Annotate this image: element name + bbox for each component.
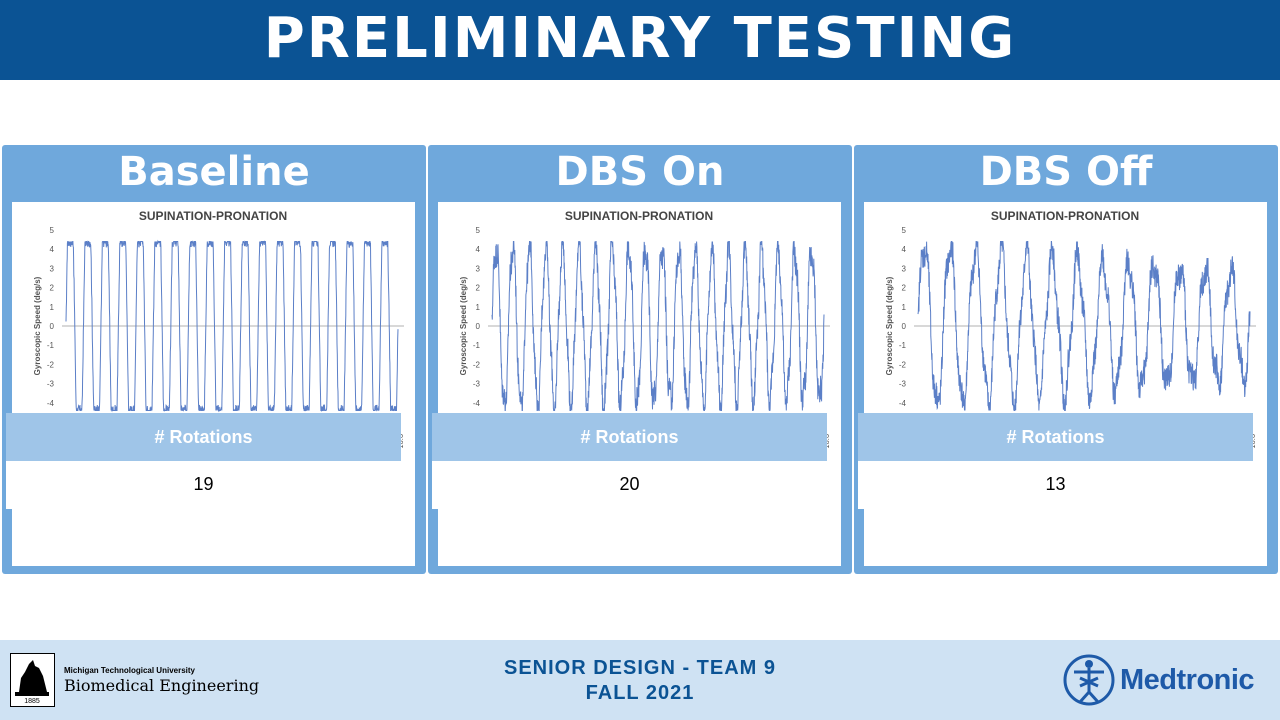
rotations-label: # Rotations — [6, 413, 401, 461]
y-tick-label: 5 — [902, 226, 907, 235]
y-tick-label: -1 — [47, 341, 55, 350]
panel-dbs-on: DBS On SUPINATION-PRONATION 5 4 3 2 1 0 -1 -2 -3 -… — [428, 145, 852, 574]
y-tick-label: -2 — [899, 360, 907, 369]
y-axis-label: Gyroscopic Speed (deg/s) — [459, 276, 468, 375]
y-tick-label: 2 — [902, 284, 907, 293]
chart-container: SUPINATION-PRONATION543210-1-2-3-4-5Gyro… — [438, 202, 841, 566]
rotations-label: # Rotations — [858, 413, 1253, 461]
y-tick-label: 3 — [476, 264, 481, 273]
y-tick-label: 0 — [50, 322, 55, 331]
y-tick-label: -2 — [473, 360, 481, 369]
y-tick-label: 1 — [50, 303, 55, 312]
chart-title: SUPINATION-PRONATION — [991, 209, 1139, 223]
chart-container: SUPINATION-PRONATION543210-1-2-3-4-5Gyro… — [12, 202, 415, 566]
y-tick-label: -4 — [473, 399, 481, 408]
y-tick-label: -3 — [47, 380, 55, 389]
y-axis-label: Gyroscopic Speed (deg/s) — [33, 276, 42, 375]
team-line-1: SENIOR DESIGN - TEAM 9 — [503, 657, 777, 679]
team-info: SENIOR DESIGN - TEAM 9 FALL 2021 — [440, 656, 840, 706]
y-tick-label: 2 — [476, 284, 481, 293]
panel-title: Baseline — [118, 149, 310, 195]
husky-logo-icon: 1885 — [10, 653, 55, 707]
team-line-2: FALL 2021 — [585, 682, 695, 704]
rotations-label: # Rotations — [432, 413, 827, 461]
series-line — [65, 239, 399, 413]
y-tick-label: -1 — [899, 341, 907, 350]
y-tick-label: -4 — [899, 399, 907, 408]
y-tick-label: 4 — [476, 245, 481, 254]
panel-title: DBS Off — [979, 149, 1153, 195]
university-name: Michigan Technological University — [64, 666, 195, 675]
header-bar: PRELIMINARY TESTING — [0, 0, 1280, 80]
chart-container: SUPINATION-PRONATION543210-1-2-3-4-5Gyro… — [864, 202, 1267, 566]
y-axis-label: Gyroscopic Speed (deg/s) — [885, 276, 894, 375]
panel-dbs-off: DBS Off SUPINATION-PRONATION 5 4 3 2 1 0 -1 -2 -3… — [854, 145, 1278, 574]
chart-title: SUPINATION-PRONATION — [139, 209, 287, 223]
y-tick-label: 0 — [476, 322, 481, 331]
y-tick-label: 3 — [902, 264, 907, 273]
y-tick-label: -4 — [47, 399, 55, 408]
series-line — [491, 241, 825, 411]
sponsor-logo: Medtronic — [1062, 652, 1272, 708]
footer-bar: 1885 Michigan Technological University B… — [0, 640, 1280, 720]
y-tick-label: 0 — [902, 322, 907, 331]
y-tick-label: -3 — [899, 380, 907, 389]
panel-title: DBS On — [555, 149, 725, 195]
sponsor-name: Medtronic — [1120, 664, 1255, 696]
y-tick-label: 5 — [476, 226, 481, 235]
y-tick-label: -2 — [47, 360, 55, 369]
medtronic-logo-icon — [1063, 654, 1115, 706]
department-name: Biomedical Engineering — [64, 676, 260, 695]
rotations-value: 13 — [858, 461, 1253, 509]
y-tick-label: 3 — [50, 264, 55, 273]
y-tick-label: 4 — [902, 245, 907, 254]
y-tick-label: 2 — [50, 284, 55, 293]
rotations-value: 19 — [6, 461, 401, 509]
y-tick-label: -1 — [473, 341, 481, 350]
y-tick-label: 4 — [50, 245, 55, 254]
y-tick-label: 1 — [476, 303, 481, 312]
series-line — [917, 241, 1251, 411]
y-tick-label: 5 — [50, 226, 55, 235]
y-tick-label: -3 — [473, 380, 481, 389]
chart-title: SUPINATION-PRONATION — [565, 209, 713, 223]
panel-baseline: Baseline SUPINATION-PRONATION 5 4 3 2 1 0 -1 -2 -… — [2, 145, 426, 574]
rotations-value: 20 — [432, 461, 827, 509]
logo-year: 1885 — [24, 698, 40, 705]
page-title: PRELIMINARY TESTING — [263, 6, 1017, 71]
y-tick-label: 1 — [902, 303, 907, 312]
